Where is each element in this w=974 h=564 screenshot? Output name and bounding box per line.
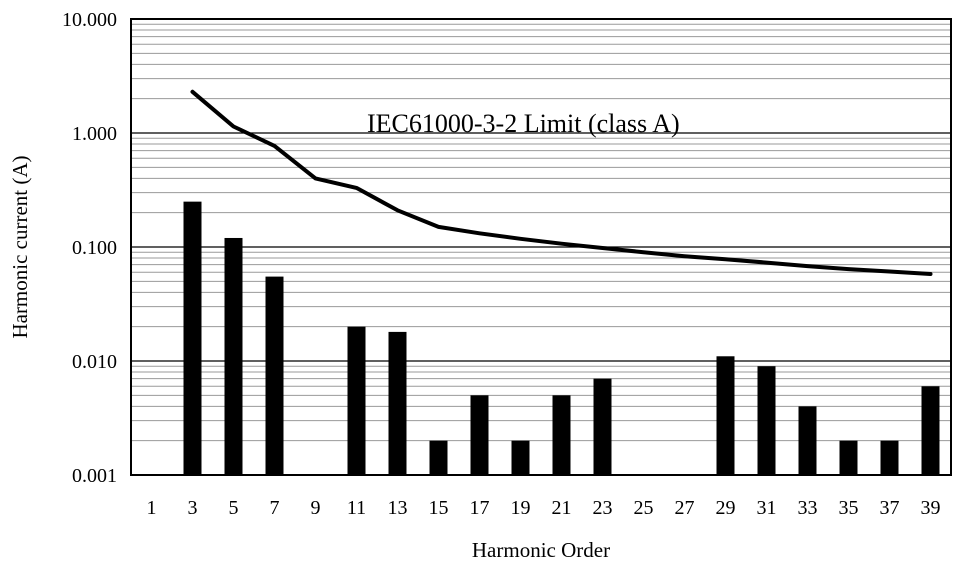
bar-h39 <box>921 386 940 475</box>
x-tick-label: 9 <box>311 497 321 519</box>
y-tick-label: 0.100 <box>72 237 117 259</box>
bar-h33 <box>798 406 817 475</box>
limit-line-group <box>190 89 933 276</box>
bar-h37 <box>880 440 899 475</box>
plot-area-frame <box>130 18 952 476</box>
x-tick-label: 33 <box>798 497 818 519</box>
bar-h3 <box>183 201 202 476</box>
y-tick-label: 0.001 <box>72 465 117 487</box>
bar-h17 <box>470 395 489 475</box>
x-tick-label: 15 <box>429 497 449 519</box>
x-tick-label: 35 <box>839 497 859 519</box>
x-tick-label: 21 <box>552 497 572 519</box>
bar-h35 <box>839 440 858 475</box>
x-tick-label: 17 <box>470 497 490 519</box>
x-tick-label: 7 <box>270 497 280 519</box>
bar-h23 <box>593 378 612 475</box>
y-tick-label: 10.000 <box>62 9 117 31</box>
limit-line <box>190 89 933 276</box>
annotation-limit-label: IEC61000-3-2 Limit (class A) <box>367 109 680 138</box>
grid-lines <box>131 23 951 442</box>
bar-h5 <box>224 237 243 475</box>
y-tick-labels: 0.001 0.010 0.100 1.000 10.000 <box>62 9 117 487</box>
bar-h15 <box>429 440 448 475</box>
x-tick-label: 39 <box>921 497 941 519</box>
x-tick-label: 3 <box>188 497 198 519</box>
x-tick-label: 5 <box>229 497 239 519</box>
bar-h13 <box>388 331 407 475</box>
x-tick-labels: 1 3 5 7 9 11 13 15 17 19 21 23 25 27 29 31 33 35 37 39 <box>147 497 941 519</box>
x-tick-label: 37 <box>880 497 900 519</box>
x-axis-title: Harmonic Order <box>472 538 610 562</box>
x-tick-label: 11 <box>347 497 366 519</box>
x-tick-label: 29 <box>716 497 736 519</box>
bar-h7 <box>265 276 284 475</box>
x-tick-label: 25 <box>634 497 654 519</box>
y-tick-label: 0.010 <box>72 351 117 373</box>
bars <box>183 201 940 476</box>
x-tick-label: 1 <box>147 497 157 519</box>
x-tick-label: 19 <box>511 497 531 519</box>
bar-h29 <box>716 356 735 475</box>
y-tick-label: 1.000 <box>72 123 117 145</box>
x-tick-label: 13 <box>388 497 408 519</box>
x-tick-label: 23 <box>593 497 613 519</box>
bar-h19 <box>511 440 530 475</box>
x-tick-label: 31 <box>757 497 777 519</box>
bar-h21 <box>552 395 571 475</box>
x-tick-label: 27 <box>675 497 695 519</box>
bar-h11 <box>347 326 366 475</box>
bar-h31 <box>757 366 776 475</box>
y-axis-title: Harmonic current (A) <box>8 155 32 338</box>
